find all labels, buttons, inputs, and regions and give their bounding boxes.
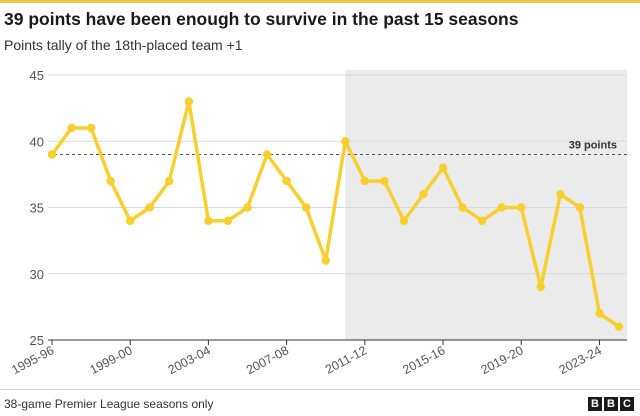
data-point xyxy=(556,190,565,199)
line-chart: 25 30 35 40 45 39 points 1995-96 1999-00 2003-04… xyxy=(9,68,627,377)
y-tick-label: 35 xyxy=(30,201,44,216)
data-point xyxy=(145,203,154,212)
data-point xyxy=(126,216,135,225)
shaded-period xyxy=(345,70,627,340)
reference-line-label: 39 points xyxy=(569,140,617,152)
data-point xyxy=(360,176,370,186)
footer-note: 38-game Premier League seasons only xyxy=(4,397,214,411)
y-tick-label: 25 xyxy=(30,333,44,348)
data-point xyxy=(67,123,76,133)
data-point xyxy=(223,216,233,225)
x-tick-label: 2011-12 xyxy=(323,343,369,376)
chart-title: 39 points have been enough to survive in… xyxy=(4,9,519,29)
data-point xyxy=(536,282,545,292)
data-point xyxy=(497,203,506,212)
data-point xyxy=(477,216,487,225)
chart-subtitle: Points tally of the 18th-placed team +1 xyxy=(4,37,243,53)
data-point xyxy=(321,256,330,265)
data-point xyxy=(282,176,291,186)
data-point xyxy=(419,190,428,199)
x-tick-label: 2003-04 xyxy=(166,343,213,377)
x-tick-label: 2007-08 xyxy=(244,343,291,377)
logo-letter: B xyxy=(604,397,618,411)
data-point xyxy=(438,163,448,172)
x-tick-label: 1999-00 xyxy=(88,343,135,377)
top-accent-bar xyxy=(0,0,640,3)
y-tick-label: 40 xyxy=(30,134,44,149)
data-point xyxy=(184,97,194,106)
y-tick-label: 30 xyxy=(30,267,44,282)
data-point xyxy=(575,203,585,212)
x-tick-label: 2023-24 xyxy=(557,343,604,377)
data-point xyxy=(47,150,57,159)
data-point xyxy=(380,176,389,186)
y-tick-label: 45 xyxy=(30,68,44,83)
data-point xyxy=(243,203,252,212)
data-point xyxy=(614,322,624,331)
data-point xyxy=(262,150,272,159)
data-point xyxy=(341,137,350,146)
data-point xyxy=(399,216,409,225)
x-tick-label: 1995-96 xyxy=(9,343,56,377)
data-point xyxy=(301,203,311,212)
footer-divider xyxy=(0,389,640,390)
bbc-logo: B B C xyxy=(588,397,634,411)
x-tick-label: 2019-20 xyxy=(479,343,526,377)
data-point xyxy=(517,203,526,212)
logo-letter: B xyxy=(588,397,602,411)
x-tick-label: 2015-16 xyxy=(400,343,447,377)
data-point xyxy=(165,176,174,186)
data-point xyxy=(458,203,467,212)
logo-letter: C xyxy=(620,397,634,411)
data-point xyxy=(86,123,96,133)
data-point xyxy=(595,309,604,318)
data-point xyxy=(204,216,213,225)
data-point xyxy=(106,176,115,186)
